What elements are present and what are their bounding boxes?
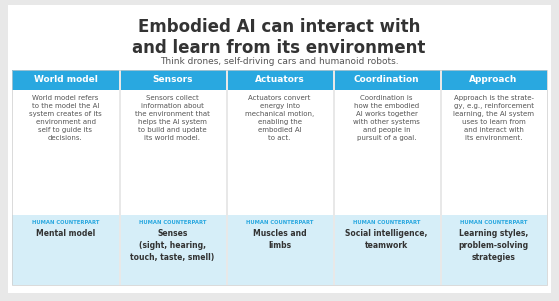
- Bar: [440, 215, 547, 285]
- Bar: [12, 90, 119, 215]
- Bar: [226, 90, 333, 215]
- Text: Sensors collect
information about
the environment that
helps the AI system
to bu: Sensors collect information about the en…: [135, 95, 210, 141]
- Bar: [119, 90, 226, 215]
- Text: Approach: Approach: [470, 76, 518, 85]
- Bar: [440, 90, 547, 215]
- Bar: [12, 70, 547, 285]
- FancyBboxPatch shape: [8, 5, 551, 293]
- Text: Coordination: Coordination: [354, 76, 419, 85]
- Text: Actuators convert
energy into
mechanical motion,
enabling the
embodied AI
to act: Actuators convert energy into mechanical…: [245, 95, 314, 141]
- Text: Mental model: Mental model: [36, 229, 95, 238]
- Text: Senses
(sight, hearing,
touch, taste, smell): Senses (sight, hearing, touch, taste, sm…: [130, 229, 215, 262]
- Text: Learning styles,
problem-solving
strategies: Learning styles, problem-solving strateg…: [458, 229, 529, 262]
- Text: World model: World model: [34, 76, 97, 85]
- Text: Coordination is
how the embodied
AI works together
with other systems
and people: Coordination is how the embodied AI work…: [353, 95, 420, 141]
- Bar: [333, 70, 334, 285]
- Bar: [119, 70, 121, 285]
- Text: Approach is the strate-
gy, e.g., reinforcement
learning, the AI system
uses to : Approach is the strate- gy, e.g., reinfo…: [453, 95, 534, 141]
- Bar: [12, 70, 119, 90]
- Text: Embodied AI can interact with
and learn from its environment: Embodied AI can interact with and learn …: [132, 18, 426, 57]
- Bar: [119, 215, 226, 285]
- Text: HUMAN COUNTERPART: HUMAN COUNTERPART: [246, 220, 313, 225]
- Bar: [440, 70, 442, 285]
- Text: Think drones, self-driving cars and humanoid robots.: Think drones, self-driving cars and huma…: [160, 57, 399, 66]
- Bar: [12, 215, 119, 285]
- Text: HUMAN COUNTERPART: HUMAN COUNTERPART: [460, 220, 527, 225]
- Bar: [333, 215, 440, 285]
- Text: World model refers
to the model the AI
system creates of its
environment and
sel: World model refers to the model the AI s…: [29, 95, 102, 141]
- Text: HUMAN COUNTERPART: HUMAN COUNTERPART: [139, 220, 206, 225]
- Bar: [226, 215, 333, 285]
- Bar: [440, 70, 547, 90]
- Text: Sensors: Sensors: [152, 76, 193, 85]
- Text: Actuators: Actuators: [255, 76, 304, 85]
- Bar: [226, 70, 228, 285]
- Text: Muscles and
limbs: Muscles and limbs: [253, 229, 306, 250]
- Text: Social intelligence,
teamwork: Social intelligence, teamwork: [345, 229, 428, 250]
- Bar: [333, 70, 440, 90]
- Bar: [119, 70, 226, 90]
- Text: HUMAN COUNTERPART: HUMAN COUNTERPART: [353, 220, 420, 225]
- Text: HUMAN COUNTERPART: HUMAN COUNTERPART: [32, 220, 99, 225]
- Bar: [226, 70, 333, 90]
- Bar: [333, 90, 440, 215]
